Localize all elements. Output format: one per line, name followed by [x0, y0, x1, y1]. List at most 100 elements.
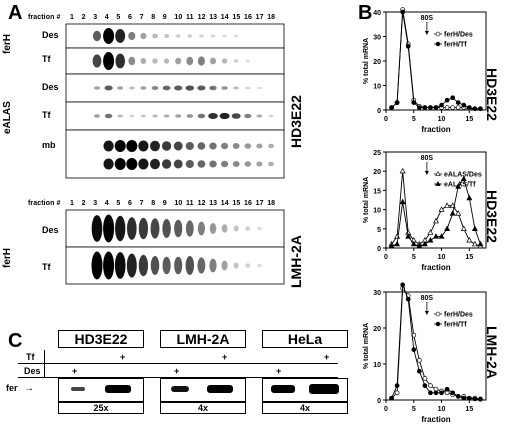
fraction-number: 1	[70, 200, 74, 207]
fraction-number: 13	[209, 200, 218, 207]
y-tick-label: 20	[373, 59, 381, 66]
fraction-number: 2	[81, 14, 86, 21]
fraction-number: 5	[116, 200, 121, 207]
legend-marker	[435, 170, 441, 176]
band-tf-lmh2a	[207, 385, 233, 393]
data-point	[478, 106, 483, 112]
fraction-number: 9	[162, 200, 167, 207]
y-tick-label: 25	[373, 150, 381, 157]
data-point	[444, 386, 450, 392]
legend-label: ferH/Des	[444, 32, 473, 39]
plot-frame	[385, 291, 487, 401]
data-point	[433, 105, 439, 110]
data-point	[416, 358, 422, 363]
des-row-line	[18, 377, 338, 378]
data-point	[400, 282, 406, 288]
y-tick-label: 5	[377, 227, 381, 234]
blot-lmh2a	[160, 378, 246, 402]
x-tick-label: 5	[412, 254, 416, 261]
cell-line-label-b2: HD3E22	[484, 190, 500, 243]
legend-label: eALAS/Tf	[444, 182, 476, 189]
data-point	[450, 390, 456, 396]
data-point	[394, 240, 401, 247]
fraction-number-row-top: fraction #1 2 3 4 5 6 7 8 9 10 11 12 13 14 15 16 17 18	[0, 14, 330, 26]
fraction-number: 18	[267, 14, 276, 21]
fraction-number: 15	[232, 14, 241, 21]
cell-group-lmh2a: LMH-2A + + 4x	[160, 330, 246, 426]
row-label-des-3: Des	[42, 225, 59, 235]
legend-marker	[435, 321, 441, 327]
data-point	[439, 102, 444, 108]
fraction-number: 6	[128, 200, 132, 207]
data-point	[455, 100, 461, 106]
band-tf-hd3e22	[105, 385, 131, 393]
data-point	[394, 383, 400, 388]
x-tick-label: 0	[384, 254, 388, 261]
data-point	[449, 210, 456, 216]
fraction-number: 12	[197, 14, 206, 21]
fer-arrow-icon: →	[24, 383, 34, 394]
fraction-number: 8	[151, 200, 156, 207]
cell-group-hd3e22: HD3E22 + + 25x	[58, 330, 144, 426]
cell-group-hela: HeLa + + 4x	[262, 330, 348, 426]
fraction-label: fraction #	[28, 14, 61, 21]
fraction-number: 11	[186, 14, 194, 21]
panel-c-letter: C	[8, 330, 23, 352]
x-tick-label: 5	[412, 406, 416, 413]
blot-panel-bottom	[65, 209, 285, 285]
row-label-des-2: Des	[42, 82, 59, 92]
series-line	[391, 287, 481, 400]
legend-marker	[435, 31, 441, 37]
y-tick-label: 0	[377, 398, 381, 405]
data-point	[416, 242, 423, 249]
blot-row	[65, 209, 285, 248]
blot-row	[65, 246, 285, 285]
data-point	[466, 236, 473, 243]
fraction-number: 12	[197, 200, 206, 207]
fraction-number: 7	[139, 200, 144, 207]
blot-row	[65, 23, 285, 49]
y-tick-label: 0	[377, 246, 381, 253]
blot-hd3e22	[58, 378, 144, 402]
chart-eALAS-hd3e22: 0 5 10 15 20 25 0 5 10 15 fraction % total mRNA 80S e…	[363, 150, 487, 272]
data-point	[438, 233, 445, 239]
y-tick-label: 20	[373, 169, 381, 176]
data-point	[422, 376, 428, 381]
x-tick-label: 15	[465, 116, 473, 123]
fer-band-label: fer	[6, 383, 18, 393]
chart-ferH-lmh2a: 0 10 20 30 0 5 10 15 fraction % total mRNA 80S ferH…	[363, 282, 487, 424]
fraction-number: 7	[139, 14, 144, 21]
fraction-number: 4	[104, 14, 109, 21]
fraction-number: 6	[128, 14, 132, 21]
y-axis-label: % total mRNA	[363, 38, 370, 84]
data-point	[455, 105, 461, 110]
data-point	[416, 368, 422, 374]
data-point	[416, 105, 422, 110]
data-point	[455, 394, 461, 399]
data-point	[444, 225, 451, 231]
cell-line-label-b3: LMH-2A	[484, 326, 500, 379]
fraction-number: 14	[220, 14, 229, 21]
data-point	[472, 106, 478, 112]
fraction-number: 4	[104, 200, 109, 207]
data-point	[405, 296, 411, 302]
annotation-arrowhead-icon	[424, 31, 429, 35]
legend-label: eALAS/Des	[444, 172, 482, 179]
row-label-tf-1: Tf	[42, 54, 51, 64]
annotation-80s: 80S	[421, 295, 434, 302]
fraction-number: 16	[244, 200, 252, 207]
group-label-ferH-lmh: ferH	[2, 247, 13, 268]
data-point	[421, 240, 428, 247]
x-tick-label: 10	[438, 116, 446, 123]
cell-line-label-lmh2a-a: LMH-2A	[288, 235, 304, 288]
label-divider	[44, 350, 45, 378]
data-point	[389, 395, 394, 401]
data-point	[399, 167, 406, 174]
data-point	[460, 175, 467, 182]
data-point	[428, 105, 433, 110]
data-point	[477, 240, 484, 247]
y-tick-label: 10	[373, 208, 381, 215]
plus-tf-hela: +	[324, 352, 330, 362]
data-point	[478, 396, 483, 402]
x-axis-label: fraction	[421, 263, 450, 272]
